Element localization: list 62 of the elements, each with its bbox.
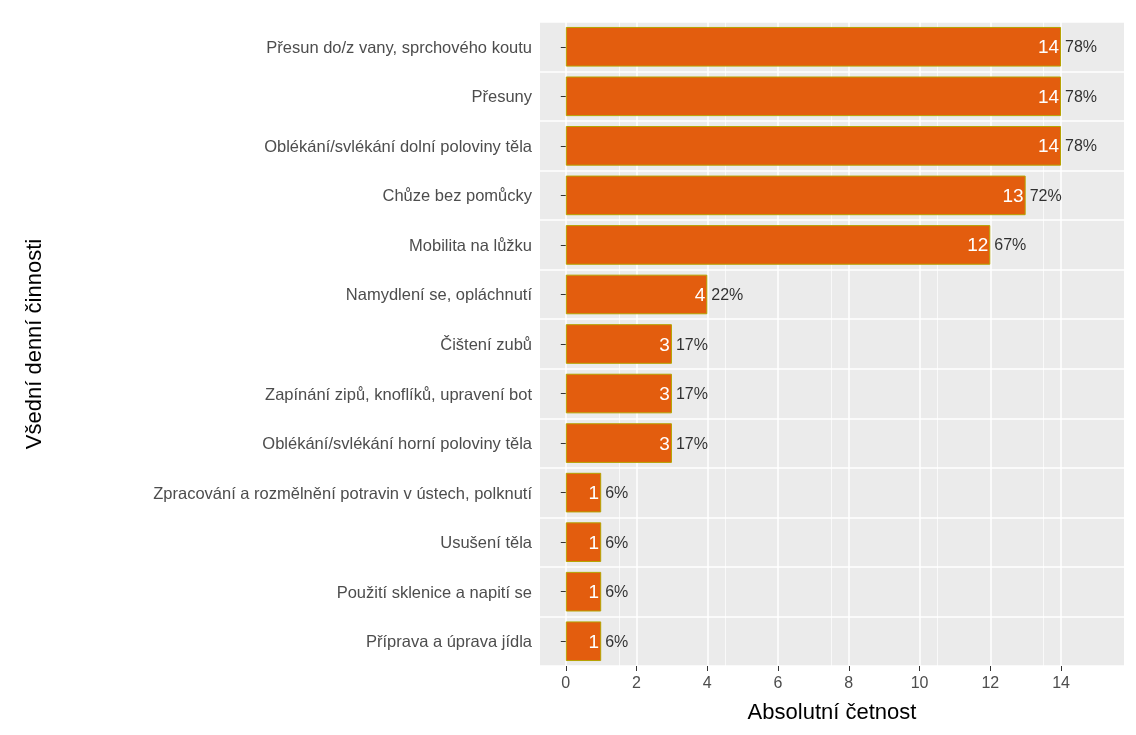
bar	[565, 76, 1062, 117]
bar	[565, 175, 1026, 216]
data-label: 3	[659, 333, 670, 355]
data-label: 12	[967, 234, 989, 256]
annotation: 6%	[605, 583, 629, 601]
y-tick-label: Přesuny	[471, 87, 533, 106]
data-label: 3	[659, 383, 670, 405]
data-label: 1	[588, 581, 600, 603]
annotation: 6%	[605, 632, 629, 650]
data-label: 14	[1037, 135, 1060, 157]
bar	[565, 274, 708, 315]
y-tick-label: Mobilita na lůžku	[409, 235, 532, 254]
data-label: 4	[694, 283, 706, 305]
data-label: 3	[659, 432, 670, 454]
bar	[565, 621, 602, 662]
annotation: 78%	[1065, 38, 1098, 56]
data-label: 13	[1002, 184, 1024, 206]
bar	[565, 423, 672, 463]
data-label: 1	[588, 482, 600, 504]
y-tick-label: Příprava a úprava jídla	[365, 632, 533, 651]
y-tick-label: Přesun do/z vany, sprchového koutu	[266, 37, 532, 56]
x-tick-label: 12	[981, 673, 1000, 691]
y-tick-label: Zapínání zipů, knoflíků, upravení bot	[265, 384, 533, 403]
x-tick-label: 8	[844, 673, 854, 691]
y-tick-label: Čištení zubů	[440, 335, 532, 353]
bar	[565, 522, 602, 562]
bar	[565, 571, 602, 612]
x-tick-label: 6	[773, 673, 783, 691]
data-label: 1	[588, 531, 600, 553]
annotation: 6%	[605, 533, 629, 551]
annotation: 17%	[675, 335, 708, 353]
annotation: 6%	[605, 484, 629, 502]
x-axis-title: Absolutní četnost	[747, 698, 917, 724]
bar	[565, 26, 1062, 67]
data-label: 14	[1037, 36, 1060, 58]
annotation: 67%	[994, 236, 1027, 254]
y-tick-label: Oblékání/svlékání horní poloviny těla	[262, 434, 533, 453]
x-tick-label: 0	[561, 673, 571, 691]
annotation: 72%	[1029, 186, 1062, 204]
y-tick-label: Chůze bez pomůcky	[382, 186, 533, 205]
annotation: 17%	[675, 434, 708, 452]
y-axis-title: Všední denní činnosti	[20, 238, 46, 450]
bar	[565, 472, 602, 513]
annotation: 78%	[1065, 87, 1098, 105]
bar	[565, 225, 991, 265]
x-tick-label: 14	[1052, 673, 1071, 691]
x-tick-label: 4	[702, 673, 712, 691]
x-tick-label: 10	[910, 673, 929, 691]
bar	[565, 126, 1062, 166]
y-tick-label: Použití sklenice a napití se	[336, 582, 532, 601]
y-tick-label: Oblékání/svlékání dolní poloviny těla	[264, 136, 533, 155]
annotation: 22%	[711, 285, 744, 303]
y-tick-label: Namydlení se, opláchnutí	[345, 285, 533, 304]
bar	[565, 324, 672, 364]
data-label: 14	[1037, 85, 1060, 107]
annotation: 78%	[1065, 137, 1098, 155]
data-label: 1	[588, 630, 600, 652]
y-tick-label: Zpracování a rozmělnění potravin v ústech, polknutí	[153, 483, 533, 502]
annotation: 17%	[675, 385, 708, 403]
y-tick-label: Usušení těla	[440, 533, 533, 552]
bar	[565, 373, 672, 414]
x-tick-label: 2	[632, 673, 642, 691]
